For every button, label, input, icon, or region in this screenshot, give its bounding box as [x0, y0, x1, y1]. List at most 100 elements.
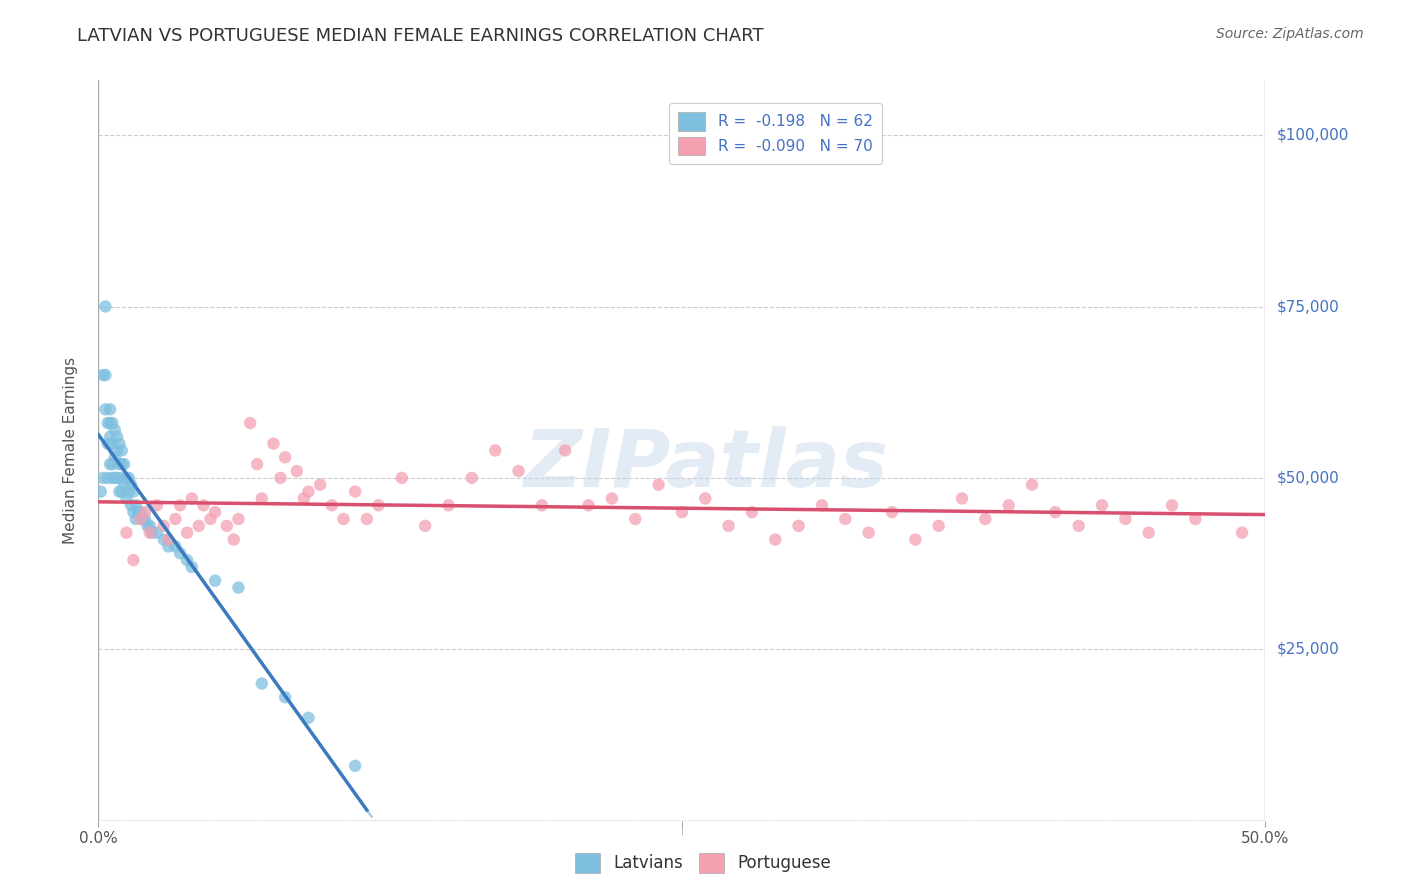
Point	[111, 457, 134, 471]
Point	[950, 491, 973, 506]
Point	[391, 471, 413, 485]
Legend: R =  -0.198   N = 62, R =  -0.090   N = 70: R = -0.198 N = 62, R = -0.090 N = 70	[669, 103, 882, 164]
Text: $75,000: $75,000	[1277, 299, 1340, 314]
Text: $50,000: $50,000	[1277, 470, 1340, 485]
Point	[94, 402, 117, 417]
Point	[647, 477, 669, 491]
Point	[139, 519, 162, 533]
Point	[104, 471, 127, 485]
Point	[228, 581, 250, 595]
Point	[997, 498, 1019, 512]
Point	[115, 525, 138, 540]
Point	[904, 533, 927, 547]
Point	[134, 505, 156, 519]
Point	[125, 512, 148, 526]
Point	[111, 471, 134, 485]
Point	[97, 416, 120, 430]
Point	[484, 443, 506, 458]
Point	[157, 540, 180, 554]
Point	[101, 457, 124, 471]
Point	[169, 498, 191, 512]
Point	[321, 498, 343, 512]
Point	[285, 464, 308, 478]
Point	[129, 512, 152, 526]
Point	[787, 519, 810, 533]
Point	[141, 525, 163, 540]
Point	[122, 505, 145, 519]
Point	[94, 300, 117, 314]
Point	[262, 436, 284, 450]
Point	[187, 519, 209, 533]
Point	[101, 436, 124, 450]
Point	[671, 505, 693, 519]
Text: LATVIAN VS PORTUGUESE MEDIAN FEMALE EARNINGS CORRELATION CHART: LATVIAN VS PORTUGUESE MEDIAN FEMALE EARN…	[77, 27, 763, 45]
Point	[111, 443, 134, 458]
Point	[112, 457, 135, 471]
Point	[246, 457, 269, 471]
Legend: Latvians, Portuguese: Latvians, Portuguese	[568, 847, 838, 880]
Point	[104, 450, 127, 465]
Point	[125, 498, 148, 512]
Point	[413, 519, 436, 533]
Point	[180, 560, 202, 574]
Point	[204, 505, 226, 519]
Point	[1230, 525, 1253, 540]
Point	[108, 436, 131, 450]
Point	[880, 505, 903, 519]
Point	[105, 443, 128, 458]
Point	[108, 484, 131, 499]
Point	[104, 423, 127, 437]
Point	[292, 491, 315, 506]
Point	[112, 477, 135, 491]
Point	[98, 457, 121, 471]
Point	[157, 533, 180, 547]
Point	[115, 471, 138, 485]
Point	[98, 402, 121, 417]
Point	[122, 553, 145, 567]
Point	[250, 676, 273, 690]
Point	[108, 457, 131, 471]
Text: $100,000: $100,000	[1277, 128, 1348, 143]
Point	[309, 477, 332, 491]
Point	[228, 512, 250, 526]
Point	[98, 416, 121, 430]
Point	[122, 484, 145, 499]
Point	[1161, 498, 1184, 512]
Point	[250, 491, 273, 506]
Point	[129, 505, 152, 519]
Point	[344, 484, 367, 499]
Text: $25,000: $25,000	[1277, 641, 1340, 657]
Point	[554, 443, 576, 458]
Point	[367, 498, 389, 512]
Point	[101, 416, 124, 430]
Point	[269, 471, 291, 485]
Point	[356, 512, 378, 526]
Point	[763, 533, 786, 547]
Point	[332, 512, 354, 526]
Point	[136, 519, 159, 533]
Point	[98, 430, 121, 444]
Point	[834, 512, 856, 526]
Text: Source: ZipAtlas.com: Source: ZipAtlas.com	[1216, 27, 1364, 41]
Point	[152, 533, 174, 547]
Point	[152, 519, 174, 533]
Point	[120, 477, 142, 491]
Point	[297, 484, 319, 499]
Point	[974, 512, 997, 526]
Point	[90, 484, 112, 499]
Point	[134, 512, 156, 526]
Point	[811, 498, 834, 512]
Point	[118, 484, 141, 499]
Y-axis label: Median Female Earnings: Median Female Earnings	[63, 357, 77, 544]
Point	[132, 512, 155, 526]
Point	[97, 436, 120, 450]
Point	[717, 519, 740, 533]
Point	[120, 498, 142, 512]
Point	[127, 505, 149, 519]
Point	[1067, 519, 1090, 533]
Point	[578, 498, 600, 512]
Point	[91, 368, 114, 382]
Point	[139, 525, 162, 540]
Point	[695, 491, 717, 506]
Point	[97, 471, 120, 485]
